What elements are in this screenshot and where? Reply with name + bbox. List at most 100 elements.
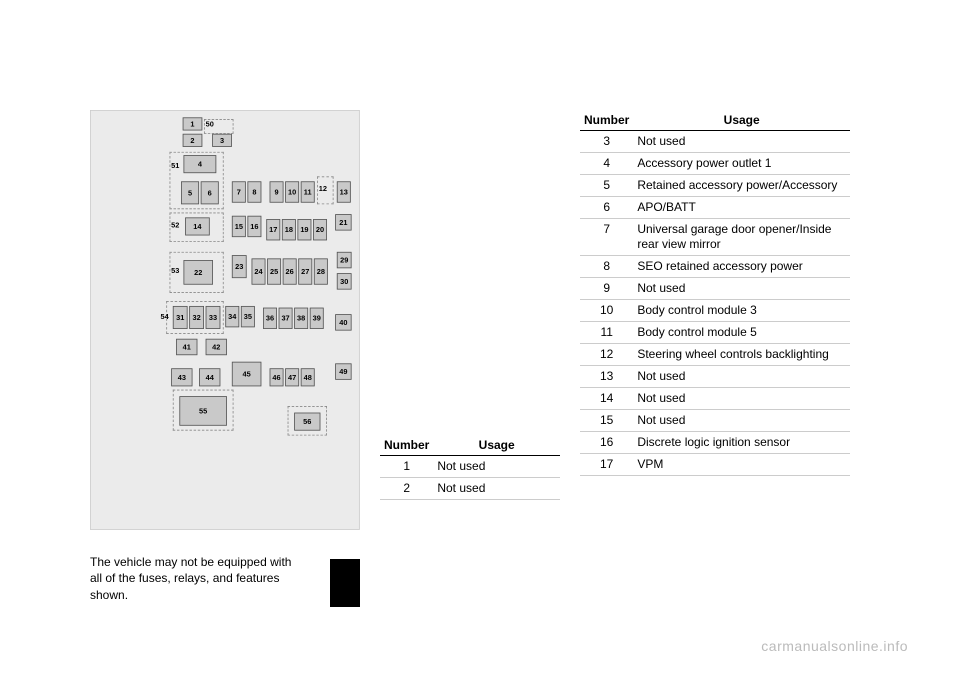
- table-row: 12Steering wheel controls backlighting: [580, 344, 850, 366]
- fuse-10: 10: [285, 181, 299, 202]
- table-row: 10Body control module 3: [580, 300, 850, 322]
- col-number: Number: [380, 435, 433, 456]
- table-row: 2Not used: [380, 478, 560, 500]
- table-row: 1Not used: [380, 456, 560, 478]
- cell-number: 10: [580, 300, 633, 322]
- fuse-7: 7: [232, 181, 246, 202]
- fuse-24: 24: [252, 258, 266, 284]
- table-row: 9Not used: [580, 278, 850, 300]
- cell-usage: Not used: [433, 478, 560, 500]
- cell-usage: Body control module 5: [633, 322, 850, 344]
- fuse-40: 40: [335, 314, 351, 330]
- fuse-56: 56: [294, 413, 320, 431]
- fuse-22: 22: [183, 260, 213, 285]
- table-row: 15Not used: [580, 410, 850, 432]
- cell-usage: VPM: [633, 454, 850, 476]
- cell-usage: Accessory power outlet 1: [633, 153, 850, 175]
- fuse-2: 2: [183, 134, 203, 147]
- group-label: 51: [171, 162, 179, 170]
- fuse-13: 13: [337, 181, 351, 202]
- fuse-48: 48: [301, 368, 315, 386]
- fuse-15: 15: [232, 216, 246, 237]
- fuse-43: 43: [171, 368, 192, 386]
- fuse-33: 33: [206, 306, 221, 329]
- fuse-38: 38: [294, 308, 308, 329]
- cell-number: 9: [580, 278, 633, 300]
- cell-usage: Not used: [433, 456, 560, 478]
- fuse-46: 46: [270, 368, 284, 386]
- cell-number: 4: [580, 153, 633, 175]
- cell-usage: Not used: [633, 131, 850, 153]
- black-tab: [330, 559, 360, 607]
- group-label: 53: [171, 267, 179, 275]
- table-row: 16Discrete logic ignition sensor: [580, 432, 850, 454]
- diagram-caption: The vehicle may not be equipped with all…: [90, 554, 300, 603]
- right-column: Number Usage 3Not used4Accessory power o…: [580, 110, 850, 603]
- cell-number: 12: [580, 344, 633, 366]
- fuse-box-diagram: 5051525354121234561422313233414243445578…: [90, 110, 360, 530]
- group-label: 54: [161, 313, 169, 321]
- fuse-37: 37: [279, 308, 293, 329]
- table-row: 5Retained accessory power/Accessory: [580, 175, 850, 197]
- fuse-3: 3: [212, 134, 232, 147]
- fuse-45: 45: [232, 362, 262, 387]
- col-usage: Usage: [633, 110, 850, 131]
- fuse-35: 35: [241, 306, 255, 327]
- table-row: 4Accessory power outlet 1: [580, 153, 850, 175]
- cell-number: 17: [580, 454, 633, 476]
- fuse-32: 32: [189, 306, 204, 329]
- fuse-17: 17: [266, 219, 280, 240]
- fuse-4: 4: [183, 155, 216, 173]
- fuse-49: 49: [335, 363, 351, 379]
- cell-usage: Not used: [633, 410, 850, 432]
- cell-number: 1: [380, 456, 433, 478]
- cell-number: 8: [580, 256, 633, 278]
- table-row: 7Universal garage door opener/Inside rea…: [580, 219, 850, 256]
- cell-usage: Retained accessory power/Accessory: [633, 175, 850, 197]
- table-row: 8SEO retained accessory power: [580, 256, 850, 278]
- cell-usage: Not used: [633, 366, 850, 388]
- page-content: 5051525354121234561422313233414243445578…: [90, 110, 870, 603]
- fuse-41: 41: [176, 339, 197, 355]
- table-row: 6APO/BATT: [580, 197, 850, 219]
- cell-number: 6: [580, 197, 633, 219]
- fuse-55: 55: [179, 396, 227, 426]
- fuse-28: 28: [314, 258, 328, 284]
- fuse-16: 16: [247, 216, 261, 237]
- cell-number: 13: [580, 366, 633, 388]
- cell-number: 16: [580, 432, 633, 454]
- fuse-23: 23: [232, 255, 247, 278]
- cell-number: 15: [580, 410, 633, 432]
- fuse-8: 8: [247, 181, 261, 202]
- group-label: 50: [206, 120, 214, 128]
- cell-usage: Steering wheel controls backlighting: [633, 344, 850, 366]
- fuse-18: 18: [282, 219, 296, 240]
- table-row: 13Not used: [580, 366, 850, 388]
- cell-number: 3: [580, 131, 633, 153]
- fuse-44: 44: [199, 368, 220, 386]
- fuse-25: 25: [267, 258, 281, 284]
- fuse-19: 19: [297, 219, 311, 240]
- group-label: 52: [171, 221, 179, 229]
- table-row: 17VPM: [580, 454, 850, 476]
- fuse-42: 42: [206, 339, 227, 355]
- fuse-29: 29: [337, 252, 352, 268]
- watermark: carmanualsonline.info: [761, 638, 908, 654]
- fuse-9: 9: [270, 181, 284, 202]
- table-row: 11Body control module 5: [580, 322, 850, 344]
- table-row: 3Not used: [580, 131, 850, 153]
- fuse-26: 26: [283, 258, 297, 284]
- cell-usage: APO/BATT: [633, 197, 850, 219]
- fuse-table-mid: Number Usage 1Not used2Not used: [380, 435, 560, 500]
- cell-usage: Universal garage door opener/Inside rear…: [633, 219, 850, 256]
- col-usage: Usage: [433, 435, 560, 456]
- fuse-table-right: Number Usage 3Not used4Accessory power o…: [580, 110, 850, 476]
- table-row: 14Not used: [580, 388, 850, 410]
- fuse-36: 36: [263, 308, 277, 329]
- fuse-39: 39: [310, 308, 324, 329]
- cell-number: 11: [580, 322, 633, 344]
- fuse-5: 5: [181, 181, 199, 204]
- fuse-1: 1: [183, 117, 203, 130]
- cell-number: 14: [580, 388, 633, 410]
- cell-usage: Not used: [633, 278, 850, 300]
